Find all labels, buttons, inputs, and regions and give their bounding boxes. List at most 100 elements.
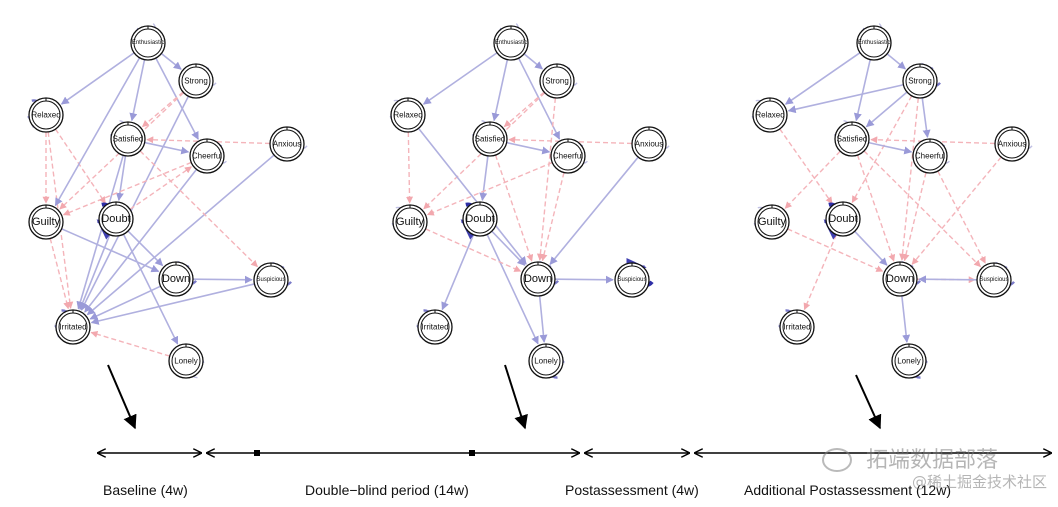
- node-label: Cheerful: [192, 152, 222, 161]
- node-anxious: Anxious: [994, 126, 1030, 162]
- timeline-tick: [469, 450, 475, 456]
- node-label: Enthusiastic: [858, 40, 890, 46]
- baseline-network-edge: [192, 275, 253, 284]
- node-guilty: Guilty: [28, 204, 64, 240]
- postassessment-network-edge: [854, 230, 888, 266]
- baseline-network-edge: [146, 136, 271, 145]
- postassessment-network-edge: [870, 136, 996, 145]
- postassessment-network-edge: [787, 228, 884, 272]
- node-label: Lonely: [174, 357, 198, 366]
- node-label: Anxious: [998, 140, 1026, 149]
- double-blind-network-edge: [503, 91, 545, 128]
- node-label: Down: [524, 273, 552, 285]
- node-irritated: Irritated: [417, 309, 453, 345]
- node-label: Anxious: [635, 140, 663, 149]
- node-suspicious: Suspicious: [976, 262, 1012, 298]
- double-blind-network-edge: [523, 53, 543, 70]
- postassessment-network-edge: [868, 141, 913, 155]
- timeline: [99, 450, 1050, 456]
- double-blind-network-edge: [417, 127, 527, 265]
- node-relaxed: Relaxed: [28, 97, 64, 133]
- postassessment-network-edge: [856, 154, 896, 262]
- postassessment-network-edge: [787, 83, 904, 114]
- baseline-network-edge: [90, 330, 170, 357]
- double-blind-network-edge: [508, 136, 633, 145]
- pointer-arrows: [107, 364, 882, 430]
- node-label: Lonely: [534, 357, 558, 366]
- baseline-network-edge: [60, 52, 135, 105]
- baseline-network-edge: [144, 141, 190, 155]
- node-label: Guilty: [758, 216, 787, 228]
- node-label: Strong: [184, 77, 208, 86]
- postassessment-network-edge: [899, 97, 919, 261]
- node-label: Satisfied: [475, 135, 506, 144]
- baseline-network-edge: [54, 57, 141, 207]
- postassessment-network-edge: [886, 53, 906, 70]
- self-loops-layer: [27, 23, 1033, 379]
- double-blind-network-edge: [422, 52, 498, 105]
- baseline-network-edge: [122, 233, 179, 345]
- node-label: Lonely: [897, 357, 921, 366]
- postassessment-network-edge: [865, 91, 908, 128]
- timeline-label-baseline: Baseline (4w): [103, 482, 188, 498]
- baseline-network-edge: [141, 91, 184, 128]
- node-doubt: Doubt: [825, 201, 861, 237]
- node-strong: Strong: [178, 63, 214, 99]
- double-blind-network-edge: [441, 234, 475, 311]
- node-relaxed: Relaxed: [390, 97, 426, 133]
- baseline-network-edge: [129, 166, 192, 210]
- node-suspicious: Suspicious: [253, 262, 289, 298]
- baseline-network-edge: [80, 95, 190, 311]
- postassessment-network-edge: [937, 170, 986, 264]
- double-blind-network-edge: [540, 172, 565, 262]
- wechat-icon: [822, 448, 852, 472]
- watermark-line2: @稀土掘金技术社区: [912, 473, 1048, 491]
- node-label: Doubt: [465, 213, 494, 225]
- node-down: Down: [520, 261, 556, 297]
- baseline-network-edge: [84, 168, 198, 313]
- node-lonely: Lonely: [168, 343, 204, 379]
- node-anxious: Anxious: [631, 126, 667, 162]
- postassessment-network-edge: [918, 275, 978, 284]
- node-label: Satisfied: [837, 135, 868, 144]
- node-label: Doubt: [101, 213, 130, 225]
- node-label: Cheerful: [553, 152, 583, 161]
- node-label: Relaxed: [393, 111, 422, 120]
- node-satisfied: Satisfied: [110, 121, 146, 157]
- node-lonely: Lonely: [891, 343, 927, 379]
- postassessment-network-edge: [902, 172, 927, 262]
- double-blind-network-edge: [536, 97, 557, 261]
- edges-layer: [42, 52, 1002, 357]
- node-label: Suspicious: [979, 277, 1008, 283]
- postassessment-network-edge: [803, 234, 837, 311]
- node-label: Enthusiastic: [132, 40, 164, 46]
- node-strong: Strong: [902, 63, 938, 99]
- postassessment-network-edge: [901, 295, 911, 343]
- postassessment-network-edge: [921, 97, 931, 138]
- node-anxious: Anxious: [269, 126, 305, 162]
- node-satisfied: Satisfied: [472, 121, 508, 157]
- timeline-tick: [254, 450, 260, 456]
- node-label: Enthusiastic: [495, 40, 527, 46]
- timeline-label-postassessment: Postassessment (4w): [565, 482, 699, 498]
- double-blind-network-edge: [479, 155, 489, 201]
- node-strong: Strong: [539, 63, 575, 99]
- double-blind-network-edge: [491, 59, 509, 122]
- node-label: Guilty: [396, 216, 425, 228]
- double-blind-network-edge: [506, 141, 551, 155]
- double-blind-network-edge: [549, 156, 639, 265]
- node-irritated: Irritated: [779, 309, 815, 345]
- pointer-arrow-double-blind: [504, 364, 528, 430]
- node-label: Relaxed: [31, 111, 60, 120]
- node-label: Satisfied: [113, 135, 144, 144]
- pointer-arrow-postassessment: [855, 374, 882, 430]
- node-label: Suspicious: [256, 277, 285, 283]
- node-guilty: Guilty: [392, 204, 428, 240]
- node-label: Irritated: [783, 323, 810, 332]
- double-blind-network-edge: [486, 234, 539, 345]
- node-cheerful: Cheerful: [550, 138, 586, 174]
- node-satisfied: Satisfied: [834, 121, 870, 157]
- node-down: Down: [882, 261, 918, 297]
- pointer-arrow-baseline: [107, 364, 137, 430]
